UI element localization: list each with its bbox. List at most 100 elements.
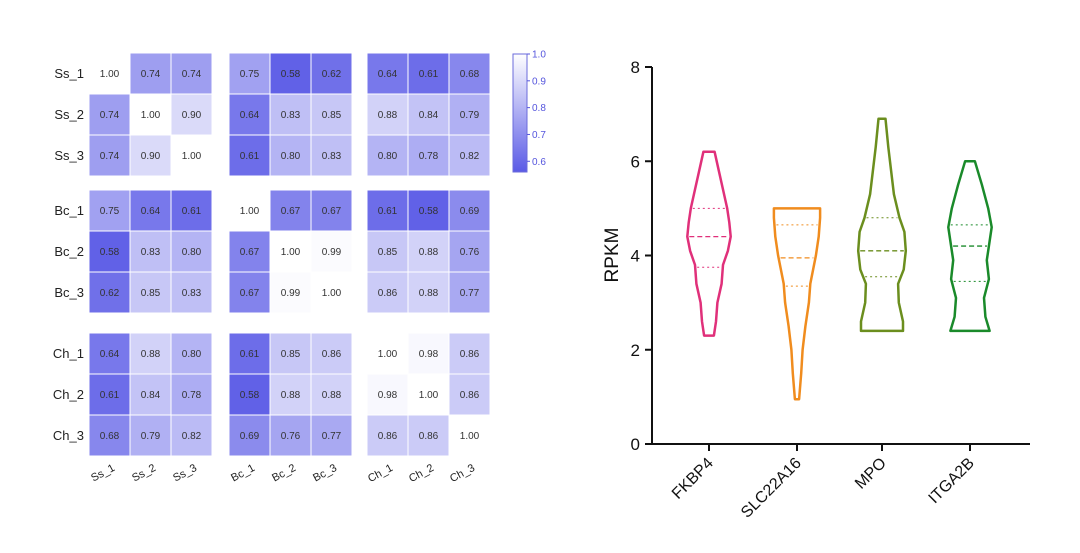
- heatmap-cell-value: 0.61: [419, 69, 439, 80]
- heatmap-row-label: Bc_3: [54, 285, 84, 300]
- heatmap-cell-value: 0.69: [240, 431, 260, 442]
- heatmap-cell: [310, 134, 353, 177]
- heatmap-cell-value: 0.75: [240, 69, 260, 80]
- heatmap-row-label: Ch_2: [53, 387, 84, 402]
- heatmap-cell: [88, 134, 131, 177]
- heatmap-cell-value: 0.86: [378, 288, 398, 299]
- heatmap-cell-value: 1.00: [322, 288, 342, 299]
- heatmap-cell-value: 0.58: [240, 390, 260, 401]
- heatmap-cell-value: 0.58: [281, 69, 301, 80]
- heatmap-cell: [310, 373, 353, 416]
- heatmap-cell-value: 0.62: [322, 69, 342, 80]
- heatmap-cell-value: 0.61: [182, 206, 202, 217]
- heatmap-cell-value: 0.88: [322, 390, 342, 401]
- heatmap-cell: [170, 414, 213, 457]
- heatmap-col-label: Ch_1: [366, 462, 395, 485]
- heatmap-col-label: Ss_1: [89, 462, 117, 484]
- heatmap-cell-value: 1.00: [460, 431, 480, 442]
- heatmap-row-label: Ss_3: [54, 148, 84, 163]
- heatmap-cell: [448, 93, 491, 136]
- x-category-label: FKBP4: [669, 455, 717, 503]
- y-axis-title: RPKM: [602, 228, 623, 283]
- heatmap-cell-value: 1.00: [182, 151, 202, 162]
- heatmap-cell: [228, 189, 271, 232]
- heatmap-cell-value: 0.80: [378, 151, 398, 162]
- heatmap-cell: [129, 52, 172, 95]
- x-category-label: SLC22A16: [738, 455, 805, 522]
- heatmap-cell-value: 0.90: [141, 151, 161, 162]
- y-tick-label: 2: [631, 341, 640, 360]
- heatmap-cell: [366, 332, 409, 375]
- colorbar-tick-label: 0.9: [532, 76, 546, 87]
- heatmap-cell-value: 0.88: [378, 110, 398, 121]
- heatmap-cell-value: 0.67: [281, 206, 301, 217]
- heatmap-cell-value: 0.85: [141, 288, 161, 299]
- heatmap-cell: [129, 332, 172, 375]
- heatmap-cell: [448, 134, 491, 177]
- heatmap-cell: [269, 93, 312, 136]
- heatmap-cell-value: 0.88: [419, 288, 439, 299]
- heatmap-cell: [407, 52, 450, 95]
- heatmap-cell-value: 0.64: [378, 69, 398, 80]
- heatmap-cell-value: 0.74: [182, 69, 202, 80]
- heatmap-cell-value: 0.67: [240, 288, 260, 299]
- violin-outline: [772, 207, 822, 401]
- heatmap-cell: [366, 230, 409, 273]
- heatmap-cell-value: 0.64: [141, 206, 161, 217]
- heatmap-cell-value: 0.61: [378, 206, 398, 217]
- colorbar-tick-label: 0.6: [532, 157, 546, 168]
- heatmap-cell-value: 0.68: [100, 431, 120, 442]
- heatmap-cell-value: 0.98: [378, 390, 398, 401]
- heatmap-cell: [269, 332, 312, 375]
- heatmap-cell: [310, 52, 353, 95]
- heatmap-cell-value: 0.84: [141, 390, 161, 401]
- heatmap-row-label: Ch_3: [53, 428, 84, 443]
- heatmap-cell: [170, 271, 213, 314]
- heatmap-row-label: Bc_2: [54, 244, 84, 259]
- heatmap-cell-value: 0.90: [182, 110, 202, 121]
- violin-outline: [947, 160, 993, 333]
- heatmap-cell: [269, 271, 312, 314]
- heatmap-cell-value: 0.64: [100, 349, 120, 360]
- heatmap-cell-value: 0.83: [322, 151, 342, 162]
- heatmap-cell-value: 0.88: [281, 390, 301, 401]
- heatmap-cell-value: 0.84: [419, 110, 439, 121]
- heatmap-cell: [448, 189, 491, 232]
- heatmap-cell-value: 0.61: [240, 349, 260, 360]
- heatmap-cell-value: 0.61: [100, 390, 120, 401]
- heatmap-row-label: Ch_1: [53, 346, 84, 361]
- heatmap-cell: [448, 414, 491, 457]
- correlation-heatmap: 1.00 0.74 0.74 0.75 0.58 0.62 0.64 0.61 0.68 0.74…: [53, 52, 491, 485]
- heatmap-cell: [228, 271, 271, 314]
- heatmap-cell-value: 0.74: [100, 151, 120, 162]
- heatmap-cell-value: 0.62: [100, 288, 120, 299]
- heatmap-cell-value: 0.82: [460, 151, 480, 162]
- colorbar-tick-label: 0.7: [532, 130, 546, 141]
- heatmap-cell-value: 0.77: [460, 288, 480, 299]
- heatmap-cell: [88, 373, 131, 416]
- heatmap-cell-value: 0.86: [378, 431, 398, 442]
- y-tick-label: 6: [631, 152, 640, 171]
- heatmap-cell: [366, 93, 409, 136]
- heatmap-cell-value: 0.86: [460, 349, 480, 360]
- heatmap-cell-value: 0.74: [141, 69, 161, 80]
- heatmap-cell: [129, 189, 172, 232]
- heatmap-cell-value: 0.86: [460, 390, 480, 401]
- y-tick-label: 0: [631, 435, 640, 454]
- heatmap-cell: [448, 271, 491, 314]
- heatmap-cell-value: 0.77: [322, 431, 342, 442]
- heatmap-cell-value: 0.79: [460, 110, 480, 121]
- heatmap-cell-value: 0.74: [100, 110, 120, 121]
- heatmap-cell: [310, 414, 353, 457]
- heatmap-cell-value: 0.78: [419, 151, 439, 162]
- heatmap-cell: [88, 332, 131, 375]
- heatmap-cell-value: 0.86: [419, 431, 439, 442]
- heatmap-cell-value: 0.76: [460, 247, 480, 258]
- violin-plot: 0 2 4 6 8 RPKM FKBP4 SLC22A16 MPO ITGA2B: [602, 58, 1030, 522]
- heatmap-col-label: Ss_3: [171, 462, 199, 484]
- heatmap-cell: [88, 52, 131, 95]
- colorbar-tick-label: 0.8: [532, 103, 546, 114]
- violin-outline: [686, 150, 732, 337]
- heatmap-cell: [407, 93, 450, 136]
- heatmap-cell: [366, 373, 409, 416]
